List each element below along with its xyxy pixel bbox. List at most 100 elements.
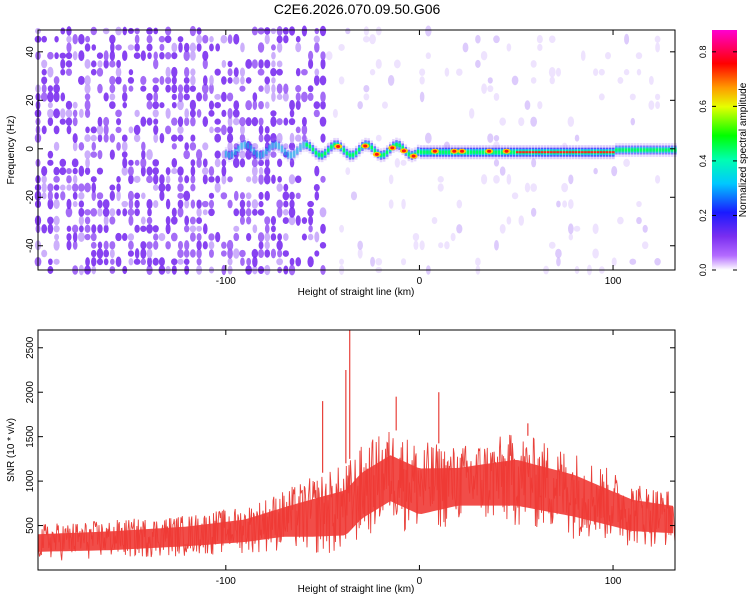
spectrogram-noise-cell — [196, 92, 203, 102]
spectrogram-noise-cell — [183, 150, 190, 160]
spectrogram-noise-cell — [122, 208, 128, 217]
spectrogram-noise-cell — [196, 27, 202, 35]
spectrogram-noise-cell — [146, 92, 153, 101]
spectrogram-ridge-inner — [630, 148, 634, 152]
spectrogram-noise-cell — [109, 84, 116, 94]
spectrogram-noise-cell — [171, 42, 178, 53]
spectrogram-noise-cell — [246, 216, 252, 225]
spectrogram-ridge-inner — [667, 148, 671, 152]
spectrogram-noise-cell — [537, 43, 543, 52]
spectrogram-ridge-inner — [670, 148, 674, 152]
spectrogram-noise-cell — [276, 68, 283, 76]
spectrogram-noise-cell — [301, 124, 308, 136]
spectrogram-noise-cell — [146, 175, 153, 184]
spectrogram-noise-cell — [506, 43, 512, 52]
spectrogram-noise-cell — [202, 158, 208, 168]
spectrogram-noise-cell — [84, 209, 91, 216]
spectrogram-noise-cell — [41, 166, 48, 177]
spectrogram-ridge-halo — [271, 138, 274, 153]
spectrogram-noise-cell — [71, 224, 79, 233]
spectrogram-noise-cell — [233, 143, 239, 150]
spectrogram-noise-cell — [141, 192, 146, 200]
spectrogram-noise-cell — [183, 258, 190, 266]
spectrogram-ridge-halo — [261, 147, 265, 162]
spectrogram-noise-cell — [128, 85, 134, 92]
spectrogram-noise-cell — [127, 233, 135, 241]
spectrogram-noise-cell — [96, 167, 104, 175]
spectrogram-noise-cell — [499, 117, 506, 126]
spectrogram-noise-cell — [524, 100, 531, 111]
spectrogram-noise-cell — [189, 42, 197, 53]
spectrogram-noise-cell — [252, 208, 258, 216]
spectrogram-noise-cell — [369, 69, 376, 76]
spectrogram-noise-cell — [54, 52, 59, 60]
spectrogram-noise-cell — [338, 76, 345, 85]
spectrogram-noise-cell — [85, 257, 90, 267]
spectrogram-noise-cell — [164, 35, 172, 44]
spectrogram-noise-cell — [165, 107, 171, 119]
spectrogram-ridge-halo — [299, 140, 302, 155]
spectrogram-ridge-inner — [655, 148, 659, 152]
spectrogram-noise-cell — [257, 68, 265, 76]
spectrogram-noise-cell — [103, 240, 109, 250]
spectrogram-noise-cell — [227, 258, 233, 266]
spectrogram-ridge-outer — [277, 141, 281, 151]
spectrogram-ridge-inner — [348, 153, 352, 157]
spectrogram-noise-cell — [487, 133, 494, 143]
spectrogram-noise-cell — [72, 183, 79, 192]
spectrogram-noise-cell — [276, 25, 283, 36]
spectrogram-noise-cell — [251, 142, 259, 150]
spectrogram-noise-cell — [147, 52, 152, 60]
spectrogram-noise-cell — [196, 240, 202, 251]
spectrogram-ridge-knot-core — [460, 149, 465, 153]
spectrogram-ridge-outer — [255, 149, 259, 159]
spectrogram-noise-cell — [271, 91, 276, 102]
spectrogram-noise-cell — [648, 100, 655, 110]
spectrogram-noise-cell — [480, 51, 488, 61]
spectrogram-noise-cell — [72, 174, 78, 184]
spectrogram-noise-cell — [178, 42, 183, 53]
spectrogram-noise-cell — [270, 110, 277, 117]
spectrogram-noise-cell — [493, 35, 500, 44]
spectrogram-y-label: Frequency (Hz) — [6, 116, 17, 185]
spectrogram-noise-cell — [41, 175, 47, 184]
spectrogram-noise-cell — [568, 233, 574, 241]
spectrogram-ridge-mid — [231, 151, 234, 158]
spectrogram-noise-cell — [134, 27, 140, 35]
spectrogram-noise-cell — [375, 257, 383, 266]
spectrogram-noise-cell — [227, 125, 233, 135]
spectrogram-noise-cell — [152, 109, 159, 118]
spectrogram-noise-cell — [121, 134, 128, 142]
spectrogram-ridge-halo — [246, 138, 250, 153]
spectrogram-noise-cell — [531, 158, 537, 168]
spectrogram-noise-cell — [568, 199, 574, 209]
spectrogram-noise-cell — [338, 43, 345, 51]
spectrogram-ridge-inner — [423, 150, 426, 154]
spectrogram-noise-cell — [165, 241, 171, 250]
spectrogram-noise-cell — [183, 225, 190, 233]
spectrogram-ridge-inner — [469, 150, 473, 154]
spectrogram-ridge-halo — [277, 139, 281, 154]
spectrogram-noise-cell — [574, 134, 580, 142]
colorbar-label: Normalized spectral amplitude — [738, 82, 749, 217]
spectrogram-noise-cell — [153, 91, 159, 103]
spectrogram-noise-cell — [127, 44, 135, 51]
spectrogram-noise-cell — [282, 217, 290, 224]
spectrogram-noise-cell — [72, 51, 78, 61]
spectrogram-noise-cell — [295, 257, 302, 267]
spectrogram-noise-cell — [196, 43, 202, 52]
spectrogram-noise-cell — [307, 200, 315, 208]
spectrogram-noise-cell — [84, 224, 91, 233]
spectrogram-ridge-inner — [416, 150, 420, 154]
spectrogram-noise-cell — [84, 75, 91, 86]
spectrogram-noise-cell — [252, 149, 258, 160]
spectrogram-noise-cell — [97, 116, 103, 127]
spectrogram-noise-cell — [128, 258, 134, 266]
spectrogram-noise-cell — [282, 209, 289, 216]
spectrogram-noise-cell — [375, 58, 382, 69]
spectrogram-ridge-halo — [224, 146, 228, 161]
spectrogram-noise-cell — [227, 34, 233, 45]
spectrogram-noise-cell — [78, 33, 85, 45]
spectrogram-noise-cell — [592, 248, 599, 259]
spectrogram-ridge-outer — [240, 141, 243, 151]
